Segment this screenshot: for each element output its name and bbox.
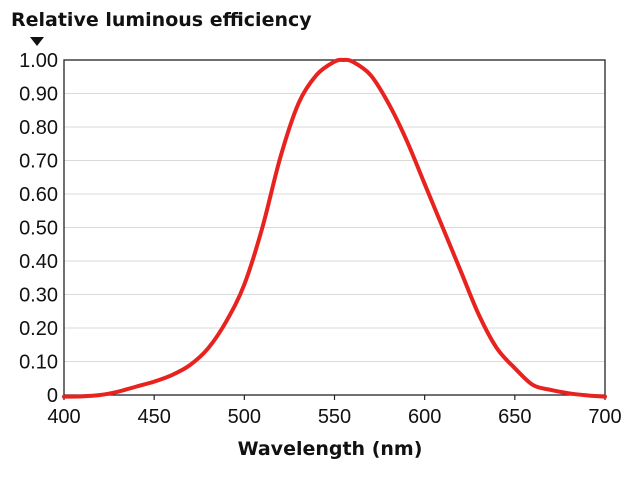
gridlines <box>64 93 605 362</box>
y-axis-title: Relative luminous efficiency <box>11 9 312 31</box>
y-axis-pointer-icon <box>30 37 44 46</box>
x-tick-label: 450 <box>137 406 170 428</box>
x-tick-labels: 400 450 500 550 600 650 700 <box>47 395 622 428</box>
efficiency-curve <box>62 57 607 399</box>
y-tick-label: 0.70 <box>19 151 58 173</box>
y-tick-label: 0.40 <box>19 251 58 273</box>
y-tick-label: 0.20 <box>19 318 58 340</box>
y-tick-label: 0.10 <box>19 352 58 374</box>
y-tick-label: 0.80 <box>19 117 58 139</box>
x-tick-label: 650 <box>498 406 531 428</box>
y-tick-label: 0.50 <box>19 218 58 240</box>
y-tick-label: 0 <box>47 385 58 407</box>
x-tick-label: 600 <box>408 406 441 428</box>
y-tick-label: 0.60 <box>19 184 58 206</box>
x-tick-label: 400 <box>47 406 80 428</box>
y-tick-label: 1.00 <box>19 50 58 72</box>
y-tick-labels: 1.00 0.90 0.80 0.70 0.60 0.50 0.40 0.30 0.20 0.10… <box>19 50 58 407</box>
y-tick-label: 0.30 <box>19 285 58 307</box>
x-axis-title: Wavelength (nm) <box>238 438 423 460</box>
x-tick-label: 700 <box>588 406 621 428</box>
y-tick-label: 0.90 <box>19 84 58 106</box>
x-tick-label: 500 <box>228 406 261 428</box>
x-tick-label: 550 <box>318 406 351 428</box>
